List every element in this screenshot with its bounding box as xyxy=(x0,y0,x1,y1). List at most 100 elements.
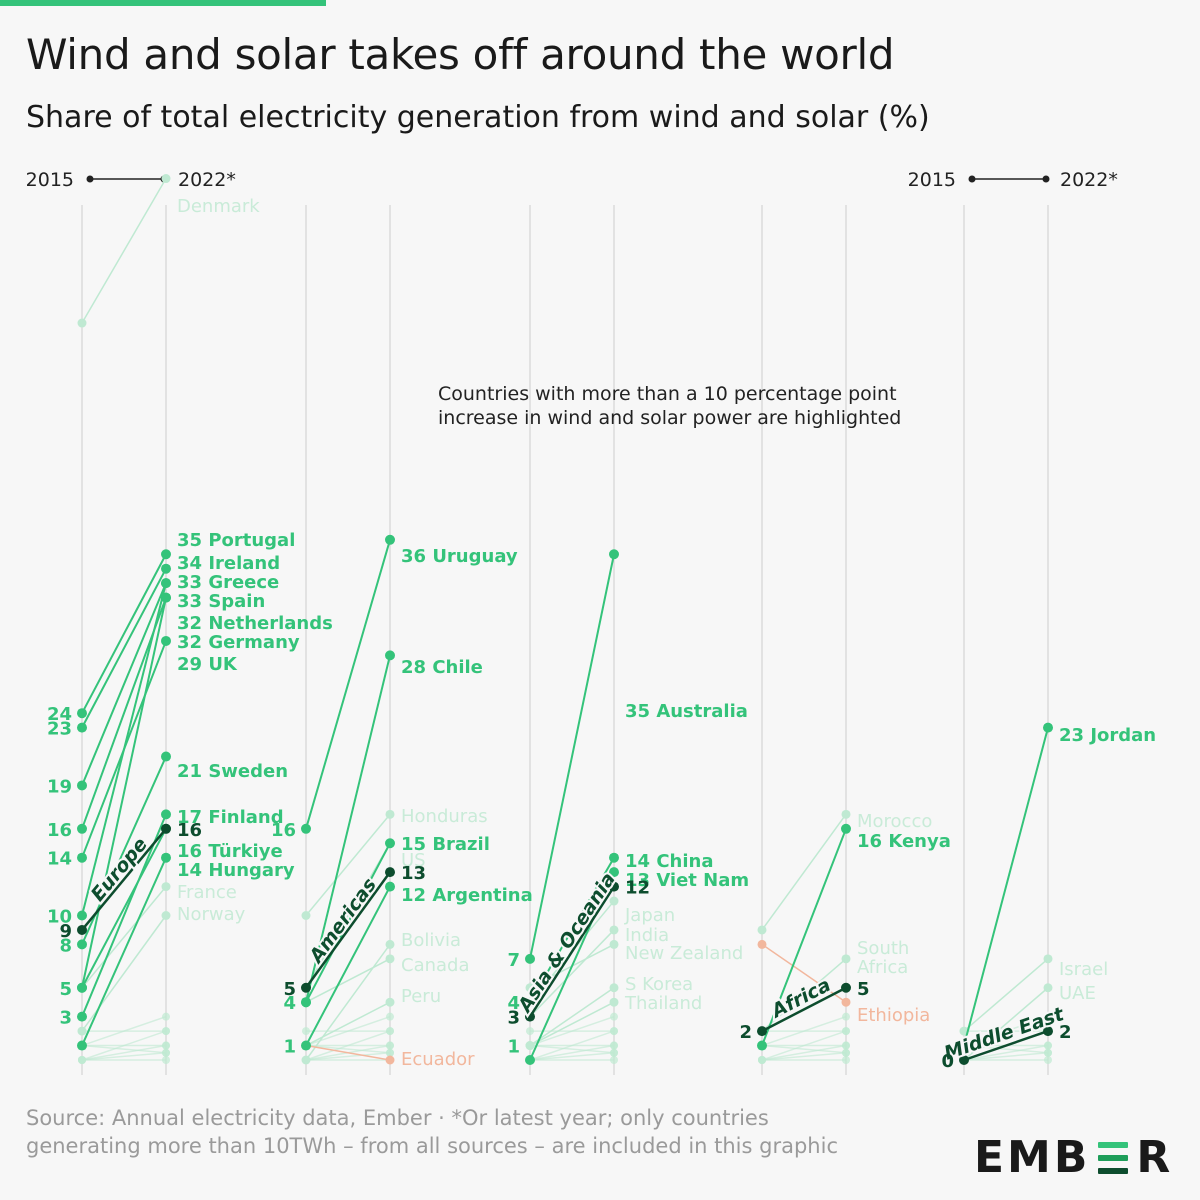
series-label-argentina: 12 Argentina xyxy=(401,885,533,906)
series-label-morocco: Morocco xyxy=(857,811,932,832)
series-end-dot-uruguay xyxy=(385,534,395,545)
series-line-canada xyxy=(305,958,391,1003)
regional-line-europe xyxy=(81,828,167,931)
series-end-dot-new-zealand xyxy=(609,939,619,949)
series-line-france xyxy=(81,886,167,989)
start-label-middle-east-0: 0 xyxy=(941,1051,954,1072)
series-label-viet-nam: 13 Viet Nam xyxy=(625,870,749,891)
series-end-dot-argentina xyxy=(385,881,395,892)
series-label-uruguay: 36 Uruguay xyxy=(401,546,518,567)
series-end-dot-peru xyxy=(385,997,395,1007)
series-start-dot-brazil xyxy=(301,997,311,1008)
series-label-finland: 17 Finland xyxy=(177,807,284,828)
series-label-china: 14 China xyxy=(625,851,713,872)
series-line-germany xyxy=(81,597,167,830)
series-line-hungary xyxy=(81,857,167,1046)
series-line-china xyxy=(529,857,615,1003)
series-label-netherlands: 32 Netherlands xyxy=(177,613,333,634)
series-end-dot-norway xyxy=(161,911,171,920)
series-line-ethiopia xyxy=(761,943,847,1003)
series-label-france: France xyxy=(177,882,237,903)
regional-line-asia-oceania xyxy=(528,885,616,1018)
chart-subtitle: Share of total electricity generation fr… xyxy=(26,100,930,135)
series-line-portugal xyxy=(81,553,167,714)
series-line-morocco xyxy=(761,813,847,931)
background-line-africa-1 xyxy=(761,1044,847,1061)
series-end-dot-ecuador xyxy=(385,1055,395,1065)
series-label-canada: Canada xyxy=(401,955,470,976)
series-line-honduras xyxy=(305,813,391,916)
series-end-dot-uae xyxy=(1043,983,1053,993)
regional-line-middle-east xyxy=(963,1029,1049,1062)
background-line-middle-east-5 xyxy=(963,1052,1049,1061)
background-line-asia-oceania-3 xyxy=(529,1030,615,1061)
series-line-uk xyxy=(81,640,167,859)
background-dot-end-europe-7 xyxy=(162,1048,170,1057)
series-line-uae xyxy=(963,987,1049,1061)
series-end-dot-hungary xyxy=(161,852,171,863)
slope-chart: 2015 2022* 2015 2022*DenmarkFranceNorway35 … xyxy=(26,169,1156,1075)
year-connector-end-dot-right xyxy=(1042,175,1050,183)
background-dot-end-europe-0 xyxy=(162,1056,170,1064)
series-label-chile: 28 Chile xyxy=(401,657,483,678)
series-label-us: US xyxy=(401,850,426,871)
series-end-dot-denmark xyxy=(161,174,171,184)
series-label-india: India xyxy=(625,925,669,946)
start-label-americas-4: 4 xyxy=(283,993,296,1014)
series-start-dot-norway xyxy=(77,1026,87,1036)
background-dot-end-africa-0 xyxy=(842,1056,850,1064)
chart-title: Wind and solar takes off around the worl… xyxy=(26,30,895,79)
series-label-peru: Peru xyxy=(401,986,441,1007)
series-end-dot-spain xyxy=(161,578,171,589)
background-dot-end-asia-oceania-6 xyxy=(610,1027,618,1036)
series-label-new-zealand: New Zealand xyxy=(625,943,743,964)
series-start-dot-t-rkiye xyxy=(77,982,87,993)
series-end-dot-south-africa xyxy=(841,954,851,964)
year-connector-start-dot-right xyxy=(968,175,976,183)
regional-start-dot-asia-oceania xyxy=(525,1011,535,1022)
series-label-kenya: 16 Kenya xyxy=(857,831,951,852)
background-dot-end-africa-7 xyxy=(842,1048,850,1057)
regional-end-value-asia-oceania: 12 xyxy=(625,878,650,899)
series-line-bolivia xyxy=(305,943,391,1061)
series-start-dot-morocco xyxy=(757,925,767,935)
series-start-dot-germany xyxy=(77,823,87,834)
series-line-us xyxy=(305,842,391,989)
start-label-asia-oceania-3: 3 xyxy=(507,1008,520,1029)
start-label-asia-oceania-1: 1 xyxy=(507,1037,520,1058)
series-line-south-africa xyxy=(761,958,847,1032)
background-dot-end-americas-7 xyxy=(386,1048,394,1057)
series-label-ethiopia: Ethiopia xyxy=(857,1005,930,1026)
background-line-asia-oceania-7 xyxy=(529,1044,615,1054)
series-start-dot-argentina xyxy=(301,1040,311,1051)
regional-end-dot-europe xyxy=(161,823,171,834)
background-dot-end-middle-east-2 xyxy=(1044,1041,1052,1050)
series-label-bolivia: Bolivia xyxy=(401,930,461,951)
series-label-south-africa-0: South xyxy=(857,938,909,959)
series-start-dot-greece xyxy=(77,910,87,921)
regional-start-dot-middle-east xyxy=(959,1055,969,1065)
regional-end-value-middle-east: 2 xyxy=(1059,1022,1072,1043)
background-dot-end-europe-6 xyxy=(162,1027,170,1036)
series-end-dot-germany xyxy=(161,592,171,603)
region-label-africa: Africa xyxy=(766,974,834,1023)
series-line-kenya xyxy=(761,828,847,1046)
background-dot-end-asia-oceania-4 xyxy=(610,1012,618,1021)
series-end-dot-israel xyxy=(1043,954,1053,964)
series-label-germany: 32 Germany xyxy=(177,632,300,653)
series-line-chile xyxy=(305,655,391,1003)
background-dot-end-middle-east-4 xyxy=(1044,1012,1052,1021)
series-label-brazil: 15 Brazil xyxy=(401,834,490,855)
series-line-peru xyxy=(305,1001,391,1047)
start-label-europe-5: 5 xyxy=(59,979,72,1000)
background-line-europe-3 xyxy=(81,1030,167,1061)
series-end-dot-uk xyxy=(161,635,171,646)
series-label-s-korea: S Korea xyxy=(625,974,693,995)
series-end-dot-australia xyxy=(609,549,619,560)
series-start-dot-honduras xyxy=(301,911,311,920)
regional-start-dot-africa xyxy=(757,1026,767,1037)
series-line-netherlands xyxy=(81,597,167,988)
background-dot-end-africa-6 xyxy=(842,1027,850,1036)
regional-line-americas xyxy=(304,871,392,989)
start-label-europe-23: 23 xyxy=(47,719,72,740)
